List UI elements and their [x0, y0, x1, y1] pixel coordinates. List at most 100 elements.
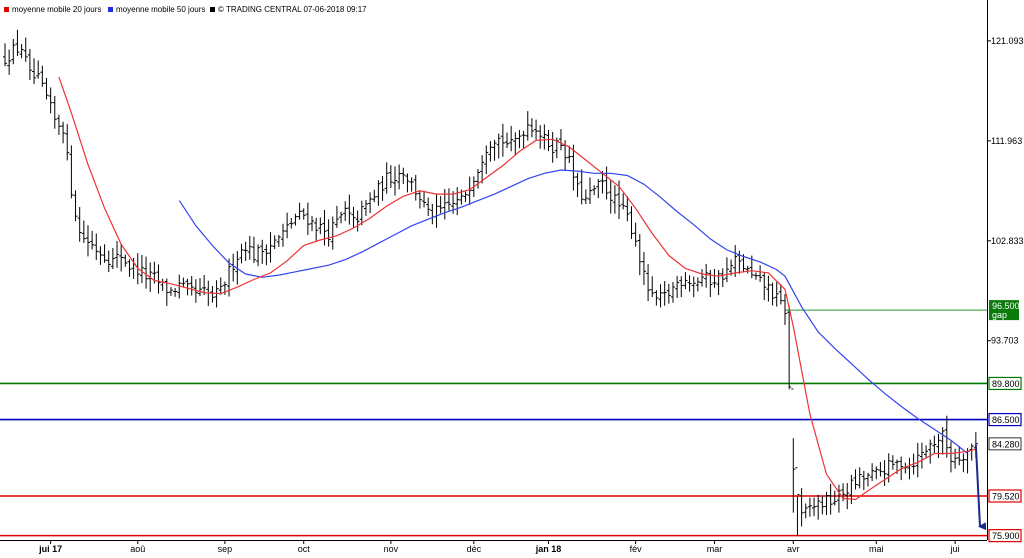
- gap-tag-value: 96.500: [992, 301, 1020, 311]
- ohlc-bar: [19, 44, 24, 59]
- ohlc-bar: [260, 239, 265, 264]
- legend-label-copyright: © TRADING CENTRAL 07-06-2018 09:17: [218, 5, 367, 14]
- legend-swatch-ma50: [108, 7, 113, 12]
- x-tick-label: jan 18: [535, 544, 562, 554]
- ohlc-bar: [766, 275, 771, 302]
- ohlc-bar: [94, 233, 99, 261]
- ohlc-bar: [359, 200, 364, 226]
- ohlc-bar: [413, 174, 418, 201]
- y-tick-label: 121.093: [991, 36, 1024, 46]
- ohlc-bar: [758, 265, 763, 282]
- ohlc-bar: [44, 77, 49, 100]
- ohlc-bar: [583, 189, 588, 204]
- ohlc-bar: [505, 132, 510, 149]
- ohlc-bar: [534, 119, 539, 140]
- horizontal-levels: [0, 309, 987, 537]
- ohlc-bar: [932, 435, 937, 454]
- ohlc-bar: [484, 145, 489, 175]
- last-price-box: [988, 437, 1022, 451]
- ohlc-bar: [612, 185, 617, 214]
- ohlc-bar: [608, 179, 613, 214]
- ohlc-bar: [675, 275, 680, 298]
- ohlc-bar: [363, 199, 368, 216]
- ohlc-bar: [409, 177, 414, 192]
- ohlc-bar: [351, 206, 356, 228]
- ohlc-bar: [32, 58, 37, 85]
- ohlc-bar: [405, 173, 410, 193]
- x-tick-label: jui: [950, 544, 960, 554]
- x-tick-label: mar: [707, 544, 723, 554]
- ohlc-bar: [173, 287, 178, 297]
- ohlc-bar: [787, 305, 792, 390]
- ohlc-bar: [492, 139, 497, 161]
- ohlc-bar: [376, 180, 381, 206]
- ohlc-bar: [828, 483, 833, 515]
- ohlc-bar: [662, 281, 667, 306]
- ohlc-bar: [874, 466, 879, 480]
- ohlc-bar: [679, 276, 684, 298]
- ohlc-bar: [878, 462, 883, 477]
- ohlc-bar: [475, 168, 480, 189]
- y-axis: 121.093 111.963 102.833 93.703: [987, 36, 1024, 346]
- ohlc-bar: [575, 172, 580, 198]
- ohlc-bar: [700, 269, 705, 287]
- ohlc-bar: [127, 259, 132, 277]
- ohlc-bar: [123, 254, 128, 267]
- ohlc-bar: [571, 144, 576, 191]
- ohlc-bar: [455, 187, 460, 216]
- ohlc-bar: [513, 132, 518, 155]
- ohlc-bar: [322, 209, 327, 246]
- ohlc-bar: [961, 453, 966, 473]
- ohlc-bar: [890, 455, 895, 470]
- level-tag-box: [988, 412, 1022, 427]
- ohlc-bar: [15, 29, 20, 57]
- ohlc-bar: [936, 433, 941, 459]
- ohlc-bar: [579, 169, 584, 205]
- ohlc-bar: [646, 264, 651, 302]
- ohlc-bar: [948, 441, 953, 473]
- ohlc-bar: [774, 282, 779, 307]
- ohlc-bar: [637, 234, 642, 276]
- ohlc-bar: [542, 124, 547, 150]
- ohlc-bar: [293, 213, 298, 226]
- ohlc-bar: [56, 114, 61, 135]
- y-tick-label: 93.703: [991, 336, 1019, 346]
- ohlc-bar: [654, 290, 659, 306]
- ohlc-bar: [314, 217, 319, 241]
- ohlc-bar: [98, 246, 103, 265]
- ohlc-bar: [256, 244, 261, 267]
- ohlc-bar: [90, 230, 95, 250]
- ohlc-bar: [198, 278, 202, 297]
- x-tick-label: aoû: [130, 544, 145, 554]
- ohlc-bar: [251, 236, 256, 264]
- ohlc-bar: [546, 129, 551, 152]
- x-tick-label: nov: [384, 544, 399, 554]
- x-tick-label: déc: [467, 544, 482, 554]
- ohlc-bar: [110, 247, 115, 270]
- ohlc-bar: [500, 123, 505, 157]
- ohlc-bar: [422, 190, 427, 208]
- ohlc-bar: [11, 39, 16, 65]
- legend-label-ma50: moyenne mobile 50 jours: [116, 5, 205, 14]
- ohlc-bar: [683, 272, 688, 290]
- ma50-line: [178, 169, 968, 454]
- level-tag-box: [988, 376, 1022, 391]
- ohlc-bar: [670, 281, 675, 303]
- ohlc-bar: [115, 241, 120, 268]
- ohlc-bar: [52, 95, 57, 129]
- ohlc-bars: [3, 29, 978, 536]
- ohlc-bar: [426, 197, 431, 217]
- ohlc-bar: [181, 277, 186, 288]
- ohlc-bar: [807, 497, 812, 517]
- ohlc-bar: [3, 43, 7, 67]
- ohlc-bar: [724, 257, 729, 283]
- ohlc-bar: [712, 269, 717, 288]
- ohlc-bar: [268, 232, 273, 263]
- ohlc-bar: [446, 188, 451, 211]
- ohlc-bar: [550, 132, 555, 163]
- ohlc-bar: [558, 129, 563, 151]
- ohlc-bar: [7, 49, 12, 75]
- level-tag-label: 86.500: [992, 415, 1020, 425]
